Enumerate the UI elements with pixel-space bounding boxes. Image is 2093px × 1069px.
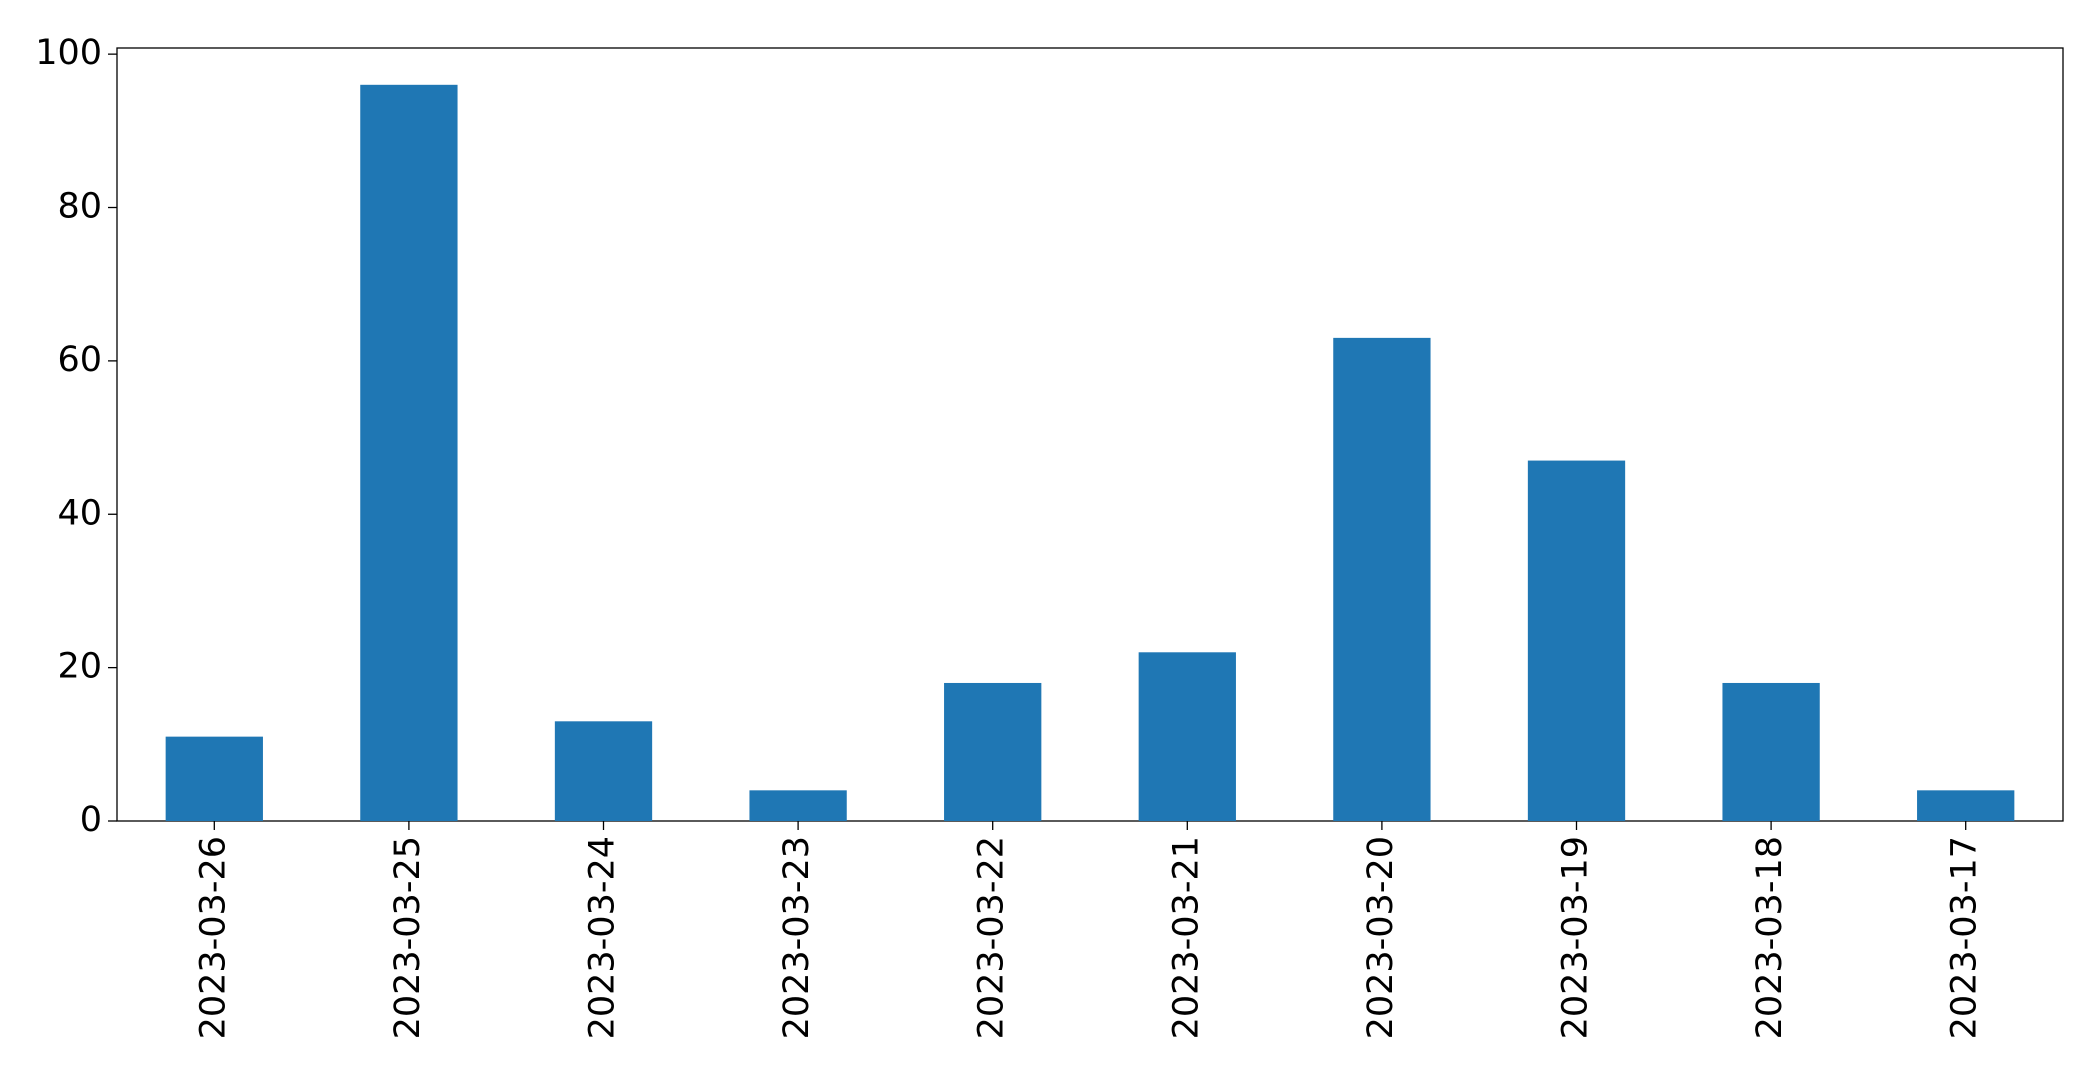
- bar: [165, 736, 263, 821]
- y-tick-label: 20: [57, 647, 102, 687]
- y-tick-label: 40: [57, 493, 102, 533]
- y-tick-label: 60: [57, 340, 102, 380]
- x-tick-label: 2023-03-22: [972, 836, 1012, 1039]
- x-tick-label: 2023-03-24: [583, 836, 623, 1039]
- bar: [1333, 337, 1431, 821]
- y-tick-label: 100: [35, 33, 102, 73]
- x-tick-label: 2023-03-19: [1556, 836, 1596, 1039]
- x-tick-label: 2023-03-23: [777, 836, 817, 1039]
- x-tick-label: 2023-03-25: [388, 836, 428, 1039]
- x-tick-label: 2023-03-20: [1361, 836, 1401, 1039]
- x-tick-label: 2023-03-18: [1750, 836, 1790, 1039]
- y-tick-label: 80: [57, 187, 102, 227]
- bar: [1917, 790, 2015, 821]
- bar: [554, 721, 653, 821]
- x-tick-label: 2023-03-21: [1166, 836, 1206, 1039]
- x-tick-label: 2023-03-17: [1945, 836, 1985, 1039]
- bar: [1138, 652, 1236, 821]
- y-tick-label: 0: [80, 800, 102, 840]
- bar: [749, 790, 847, 821]
- axes-frame: [116, 47, 2064, 822]
- bar: [1527, 460, 1626, 821]
- bar: [360, 84, 458, 822]
- bar: [1722, 682, 1820, 821]
- x-tick-label: 2023-03-26: [193, 836, 233, 1039]
- bar: [944, 682, 1042, 821]
